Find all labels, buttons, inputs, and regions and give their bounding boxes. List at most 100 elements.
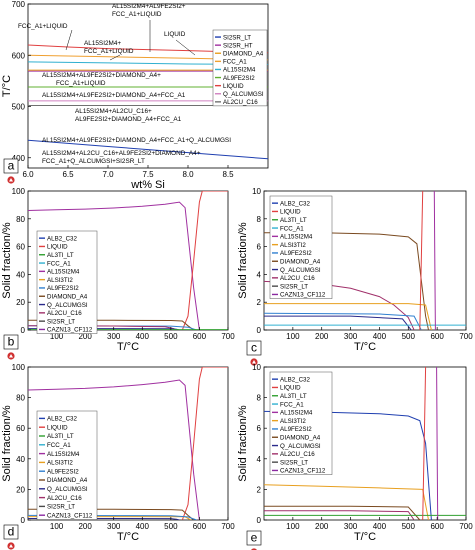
y-tick-label: 6	[257, 243, 262, 252]
x-tick-label: 400	[136, 522, 150, 531]
legend-label: AL9FE2SI2	[47, 285, 79, 292]
legend-label: DIAMOND_A4	[280, 434, 321, 441]
x-tick-label: 200	[315, 332, 329, 341]
triangle-logo-mark	[9, 544, 13, 548]
series-line-5	[422, 367, 427, 520]
x-tick-label: 500	[164, 332, 178, 341]
y-tick-label: 8	[257, 394, 262, 403]
legend-label: Q_ALCUMGSI	[280, 443, 321, 450]
y-tick-label: 80	[16, 215, 25, 224]
series-line-1	[264, 484, 429, 520]
legend-label: LIQUID	[223, 83, 244, 90]
series-line-1	[181, 191, 228, 330]
x-tick-label: 700	[221, 522, 235, 531]
x-tick-label: 500	[164, 522, 178, 531]
y-tick-label: 10	[252, 363, 261, 372]
series-line-2	[264, 505, 421, 520]
x-tick-label: 500	[402, 332, 416, 341]
legend-box	[269, 371, 333, 475]
annotation-arrow	[175, 39, 196, 56]
triangle-logo-mark	[252, 360, 256, 364]
legend-label: SI2SR_LT	[47, 318, 75, 325]
legend-label: DIAMOND_A4	[223, 50, 264, 57]
x-tick-label: 200	[78, 522, 92, 531]
legend-label: DIAMOND_A4	[280, 258, 321, 265]
legend-label: AL15SI2M4	[47, 269, 80, 276]
y-tick-label: 40	[16, 270, 25, 279]
phase-annotation: AL15SI2M4+AL2CU_C16+AL9FE2SI2+DIAMOND_A4…	[42, 150, 201, 157]
panel-letter-box	[3, 334, 19, 350]
legend-label: LIQUID	[47, 244, 68, 251]
legend-label: AL15SI2M4	[47, 451, 80, 458]
legend-label: ALSI3TI2	[280, 242, 306, 249]
legend-label: LIQUID	[47, 424, 68, 431]
y-tick-label: 4	[257, 455, 262, 464]
panel-a: 6.0 6.5 7.0 7.5 8.0 8.5 400 500 600 700 wt% Si T/°C…	[1, 0, 269, 191]
y-tick-label: 80	[16, 394, 25, 403]
x-tick-label: 7.0	[102, 170, 114, 179]
legend-label: CAZN13_CF112	[280, 468, 326, 475]
x-tick-label: 100	[286, 522, 300, 531]
legend-label: SI2SR_LT	[47, 504, 75, 511]
legend-label: FCC_A1	[280, 401, 304, 408]
panel-c: 100 200 300 400 500 600 700 0 2 4 6 8 10 T/°C Solid fr…	[237, 187, 473, 356]
series-line-2	[264, 303, 432, 330]
triangle-logo-mark	[9, 178, 13, 182]
y-tick-label: 100	[12, 363, 26, 372]
y-tick-label: 0	[257, 516, 262, 525]
phase-annotation: FCC_A1+LIQUID	[56, 80, 106, 87]
panel-letter: e	[251, 531, 258, 545]
series-line-7	[433, 191, 436, 330]
series-line-8	[28, 139, 268, 160]
legend-label: AL9FE2SI2	[47, 468, 79, 475]
legend-label: AL15SI2M4	[280, 410, 313, 417]
x-tick-label: 300	[107, 522, 121, 531]
legend-box	[269, 195, 333, 299]
panel-letter: b	[8, 335, 15, 349]
legend-label: SI2SR_HT	[223, 42, 253, 49]
legend-label: AL3TI_LT	[47, 433, 74, 440]
y-axis-title: Solid fraction/%	[237, 405, 249, 482]
y-tick-label: 0	[257, 326, 262, 335]
y-tick-label: 0	[21, 326, 26, 335]
y-axis-title: Solid fraction/%	[1, 222, 13, 299]
x-axis-title: T/°C	[117, 341, 139, 353]
phase-annotation: LIQUID	[164, 31, 186, 38]
x-tick-label: 300	[107, 332, 121, 341]
series-line-6	[419, 191, 424, 330]
series-line-1	[181, 367, 228, 520]
legend-label: AL2CU_C16	[223, 99, 258, 106]
x-tick-label: 100	[50, 522, 64, 531]
phase-annotation: AL15SI2M4+AL2CU_C16+	[75, 108, 152, 115]
phase-annotation: AL15SI2M4+	[84, 40, 121, 47]
legend-label: DIAMOND_A4	[47, 293, 88, 300]
y-tick-label: 400	[12, 154, 26, 163]
legend-label: AL2CU_C16	[47, 310, 82, 317]
x-tick-label: 7.5	[142, 170, 154, 179]
legend-box	[36, 410, 98, 520]
legend-label: ALB2_C32	[47, 235, 77, 242]
series-line-3	[264, 312, 422, 330]
x-tick-label: 100	[50, 332, 64, 341]
legend-label: Q_ALCUMGSI	[47, 302, 88, 309]
series-line-2	[28, 319, 194, 330]
legend-label: AL3TI_LT	[280, 393, 307, 400]
x-tick-label: 6.0	[22, 170, 34, 179]
x-tick-label: 8.0	[182, 170, 194, 179]
legend-label: AL9FE2SI2	[280, 426, 312, 433]
panel-letter-box	[3, 158, 19, 174]
legend-label: ALSI3TI2	[47, 277, 73, 284]
legend-label: SI2SR_LT	[280, 459, 308, 466]
x-axis-title: T/°C	[117, 531, 139, 543]
panel-letter: c	[251, 341, 257, 355]
legend-label: ALSI3TI2	[47, 460, 73, 467]
x-tick-label: 600	[193, 332, 207, 341]
legend-label: AL15SI2M4	[223, 67, 256, 74]
annotation-arrow	[65, 29, 73, 51]
series-line-2	[28, 508, 195, 520]
legend-label: Q_ALCUMGSI	[223, 91, 264, 98]
panel-letter: a	[8, 159, 15, 173]
x-tick-label: 500	[402, 522, 416, 531]
x-axis-title: wt% Si	[130, 179, 165, 191]
legend-label: AL2CU_C16	[47, 495, 82, 502]
